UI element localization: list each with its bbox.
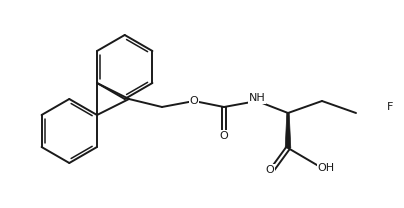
- Text: F: F: [387, 102, 393, 112]
- Polygon shape: [285, 113, 291, 148]
- Text: O: O: [189, 96, 198, 106]
- Text: OH: OH: [318, 163, 335, 173]
- Text: O: O: [220, 131, 228, 141]
- Text: NH: NH: [248, 93, 265, 103]
- Text: O: O: [265, 165, 274, 175]
